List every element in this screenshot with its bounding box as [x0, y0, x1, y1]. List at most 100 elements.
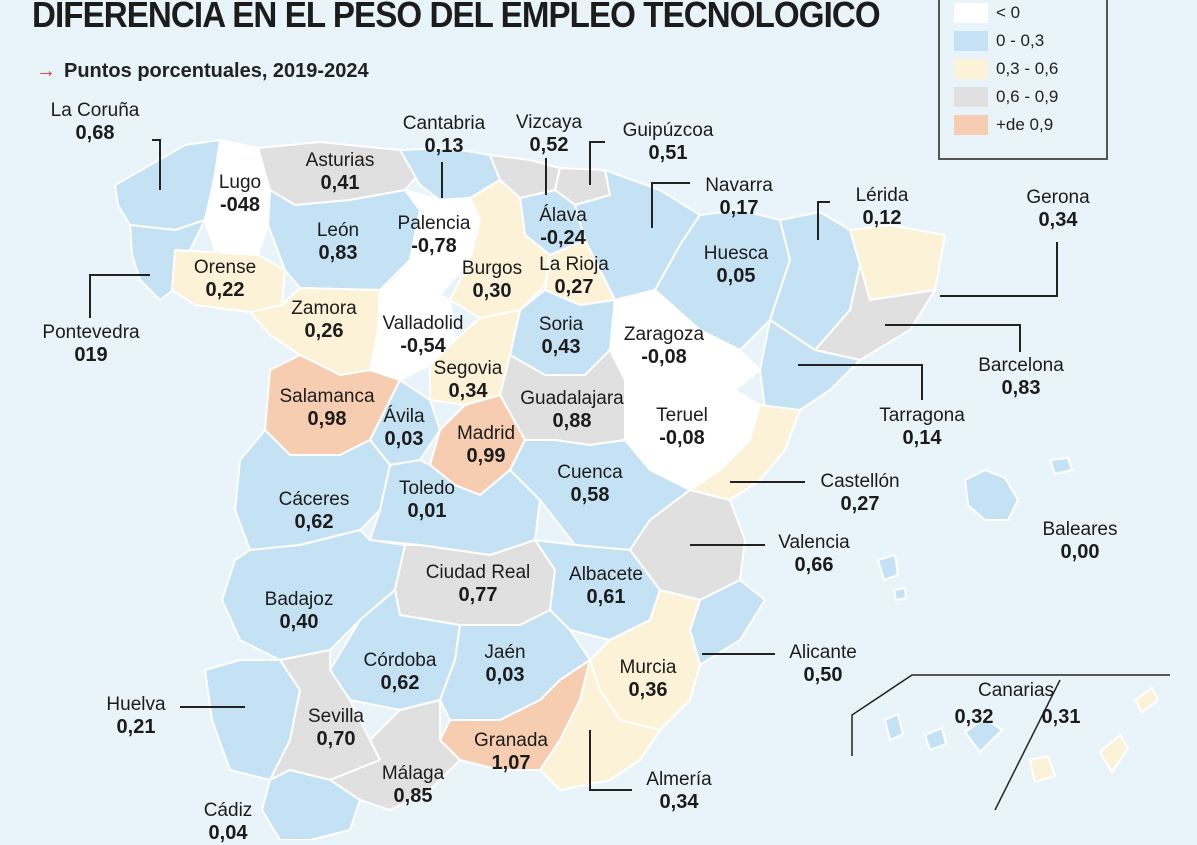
province-value: 0,41	[320, 171, 360, 194]
province-name: Ávila	[383, 406, 425, 427]
province-baleares-menorca[interactable]	[1049, 457, 1073, 475]
label-lerida: Lérida 0,12	[856, 185, 909, 230]
label-cuenca: Cuenca 0,58	[557, 462, 623, 507]
province-value: 0,04	[208, 821, 248, 844]
province-name: Teruel	[656, 405, 708, 426]
label-cantabria: Cantabria 0,13	[403, 113, 485, 158]
province-value: 0,31	[1041, 706, 1081, 728]
label-cordoba: Córdoba 0,62	[364, 650, 437, 695]
province-value: 0,77	[458, 583, 498, 606]
label-huesca: Huesca 0,05	[704, 243, 768, 288]
province-value: 0,62	[294, 510, 334, 533]
inset-frame-canarias	[851, 674, 1170, 756]
legend-swatch	[954, 31, 988, 51]
province-value: 0,13	[424, 134, 464, 157]
province-canarias-lanzarote[interactable]	[1134, 687, 1159, 713]
province-canarias-fuerteventura[interactable]	[1099, 734, 1129, 773]
province-value: 0,17	[719, 196, 759, 219]
province-canarias-tenerife[interactable]	[964, 717, 1003, 753]
label-avila: Ávila 0,03	[383, 406, 424, 451]
province-value: 0,51	[648, 141, 688, 164]
province-name: Burgos	[461, 258, 523, 279]
leader-lerida	[817, 201, 830, 240]
legend-swatch	[954, 87, 988, 107]
province-value: 1,07	[491, 751, 531, 774]
label-lugo: Lugo -048	[219, 172, 261, 217]
province-baleares-ibiza[interactable]	[877, 554, 899, 581]
label-baleares: Baleares 0,00	[1043, 519, 1118, 564]
label-salamanca: Salamanca 0,98	[279, 386, 374, 431]
province-value: 0,62	[380, 671, 420, 694]
province-value: 0,70	[316, 727, 356, 750]
province-name: Huelva	[106, 694, 166, 715]
province-value: -0,08	[641, 345, 687, 368]
label-murcia: Murcia 0,36	[619, 657, 676, 702]
province-name: Cáceres	[278, 489, 350, 510]
province-name: Zamora	[291, 298, 357, 319]
province-name: La Rioja	[539, 254, 609, 275]
leader-gerona	[940, 242, 1058, 297]
province-name: Almería	[646, 769, 712, 790]
legend-item: 0 - 0,3	[940, 28, 1106, 54]
province-canarias-west-2[interactable]	[924, 727, 947, 751]
label-segovia: Segovia 0,34	[434, 358, 503, 403]
province-name: Soria	[538, 314, 584, 335]
legend-item: 0,3 - 0,6	[940, 56, 1106, 82]
province-value: -0,78	[411, 234, 457, 257]
legend-swatch	[954, 115, 988, 135]
legend-label: 0,3 - 0,6	[996, 59, 1059, 78]
province-name: Lugo	[218, 172, 262, 193]
province-value: 0,68	[75, 121, 115, 144]
province-value: -0,54	[400, 334, 446, 357]
label-alava: Álava -0,24	[539, 205, 587, 250]
label-caceres: Cáceres 0,62	[279, 489, 350, 534]
province-name: Madrid	[456, 423, 516, 444]
label-canarias-value-left: 0,32	[955, 706, 994, 729]
map-title: DIFERENCIA EN EL PESO DEL EMPLEO TECNOLÓ…	[32, 0, 881, 35]
province-name: Valladolid	[382, 313, 464, 334]
province-value: 0,85	[393, 784, 433, 807]
label-madrid: Madrid 0,99	[457, 423, 515, 468]
province-value: -0,24	[540, 226, 586, 249]
label-leon: León 0,83	[317, 220, 359, 265]
label-valladolid: Valladolid -0,54	[383, 313, 464, 358]
province-name: Castellón	[820, 471, 900, 492]
province-canarias-west-1[interactable]	[884, 713, 904, 741]
province-barcelona[interactable]	[814, 264, 936, 361]
province-cadiz[interactable]	[261, 769, 361, 840]
province-name: León	[316, 220, 360, 241]
province-baleares-formentera[interactable]	[893, 587, 907, 601]
label-huelva: Huelva 0,21	[106, 694, 165, 739]
province-name: Vizcaya	[515, 112, 583, 133]
province-name: Guipúzcoa	[622, 120, 714, 141]
label-toledo: Toledo 0,01	[399, 478, 455, 523]
label-jaen: Jaén 0,03	[484, 642, 525, 687]
province-value: 0,22	[205, 278, 245, 301]
arrow-right-icon: →	[36, 60, 56, 82]
province-burgos[interactable]	[449, 179, 551, 319]
province-malaga[interactable]	[329, 699, 461, 811]
province-baleares-mallorca[interactable]	[964, 469, 1019, 521]
province-name: Córdoba	[363, 650, 437, 671]
province-value: 0,99	[466, 444, 506, 467]
province-value: 0,05	[716, 264, 756, 287]
label-burgos: Burgos 0,30	[462, 258, 522, 303]
province-name: Gerona	[1026, 187, 1090, 208]
province-value: 019	[74, 343, 108, 366]
province-value: 0,00	[1060, 540, 1100, 563]
label-vizcaya: Vizcaya 0,52	[516, 112, 582, 157]
province-value: 0,34	[659, 790, 699, 813]
legend-label: < 0	[996, 3, 1021, 22]
province-name: Sevilla	[308, 706, 364, 727]
province-almeria[interactable]	[539, 659, 661, 791]
province-huesca[interactable]	[654, 209, 791, 351]
province-la-coruna[interactable]	[114, 139, 221, 231]
province-name: Barcelona	[978, 355, 1064, 376]
label-cadiz: Cádiz 0,04	[204, 800, 253, 845]
label-navarra: Navarra 0,17	[705, 175, 773, 220]
label-orense: Orense 0,22	[194, 257, 256, 302]
province-canarias-gran-canaria[interactable]	[1029, 755, 1056, 783]
province-value: 0,03	[485, 663, 525, 686]
province-name: Cantabria	[402, 113, 486, 134]
province-name: Tarragona	[879, 405, 965, 426]
